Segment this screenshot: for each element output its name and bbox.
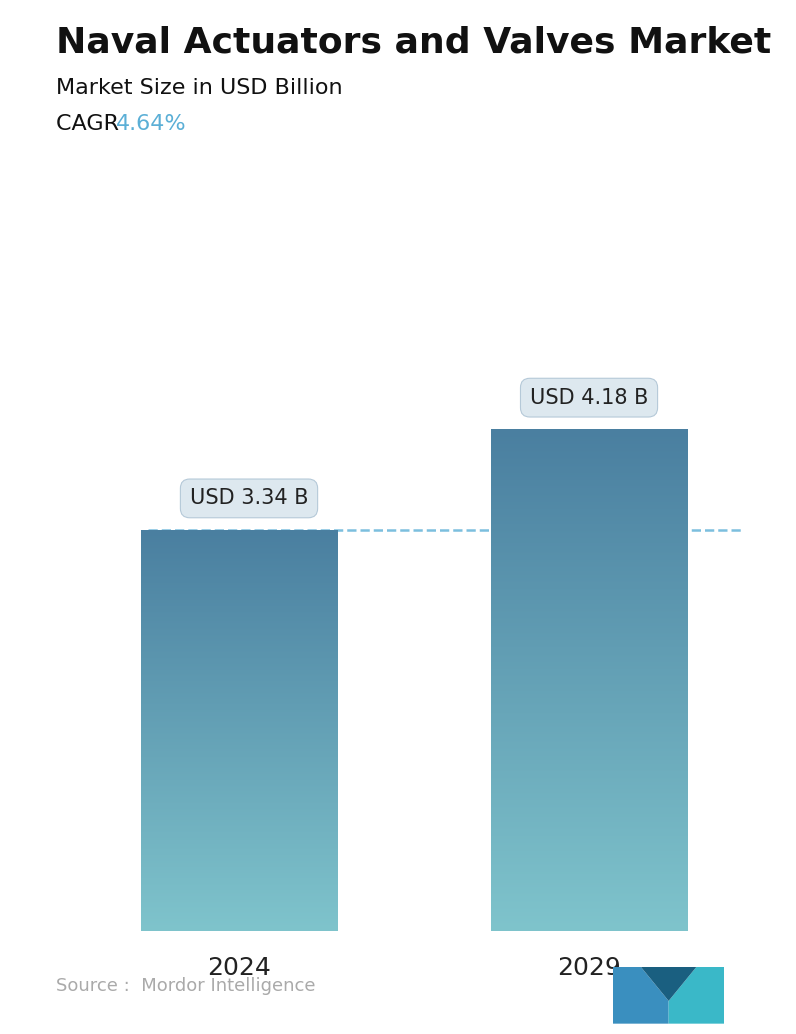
Text: 4.64%: 4.64%: [116, 114, 187, 133]
Text: Source :  Mordor Intelligence: Source : Mordor Intelligence: [56, 977, 315, 995]
Text: Market Size in USD Billion: Market Size in USD Billion: [56, 78, 342, 97]
Polygon shape: [669, 967, 724, 1024]
Text: Naval Actuators and Valves Market: Naval Actuators and Valves Market: [56, 26, 771, 60]
Polygon shape: [613, 967, 669, 1024]
Text: USD 3.34 B: USD 3.34 B: [189, 488, 308, 509]
Text: CAGR: CAGR: [56, 114, 126, 133]
Polygon shape: [641, 967, 696, 1001]
Text: USD 4.18 B: USD 4.18 B: [530, 388, 648, 407]
